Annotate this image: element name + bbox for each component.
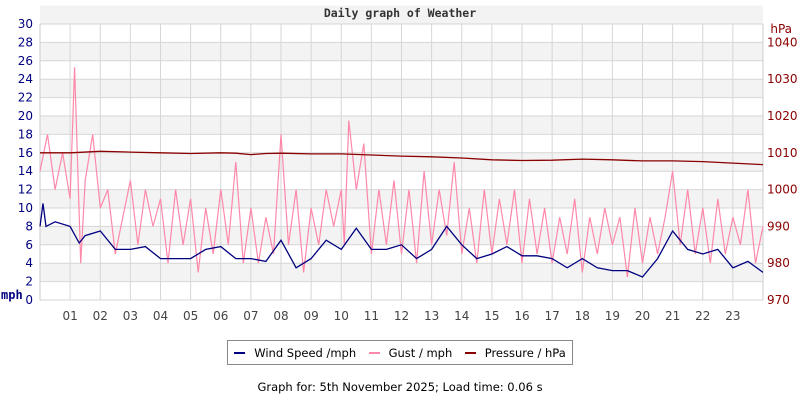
x-tick-label: 10 xyxy=(334,309,349,323)
x-tick-label: 04 xyxy=(153,309,168,323)
right-tick-label: 1020 xyxy=(767,109,798,123)
x-tick-label: 06 xyxy=(213,309,228,323)
x-tick-label: 20 xyxy=(635,309,650,323)
legend-gust-label: Gust / mph xyxy=(388,345,453,360)
legend-wind: Wind Speed /mph xyxy=(234,346,356,360)
left-tick-label: 22 xyxy=(18,91,33,105)
pressure-line xyxy=(40,150,764,166)
left-axis-label: mph xyxy=(1,288,23,302)
x-tick-label: 12 xyxy=(394,309,409,323)
x-tick-label: 19 xyxy=(605,309,620,323)
pressure-swatch xyxy=(464,351,476,354)
legend-pressure: Pressure / hPa xyxy=(464,345,566,360)
left-tick-label: 30 xyxy=(18,17,33,31)
x-tick-label: 18 xyxy=(575,309,590,323)
right-tick-label: 1030 xyxy=(767,72,798,86)
x-tick-label: 05 xyxy=(183,309,198,323)
left-tick-label: 2 xyxy=(25,275,33,289)
right-tick-label: 1000 xyxy=(767,183,798,197)
left-tick-label: 20 xyxy=(18,109,33,123)
left-tick-label: 18 xyxy=(18,127,33,141)
x-tick-label: 01 xyxy=(62,309,77,323)
x-tick-label: 21 xyxy=(665,309,680,323)
right-tick-label: 1010 xyxy=(767,146,798,160)
gust-swatch xyxy=(368,351,380,354)
wind-speed-line xyxy=(39,203,764,278)
x-tick-label: 08 xyxy=(273,309,288,323)
left-tick-label: 6 xyxy=(25,238,33,252)
left-tick-label: 12 xyxy=(18,183,33,197)
footer-status: Graph for: 5th November 2025; Load time:… xyxy=(257,380,543,394)
legend: Wind Speed /mph Gust / mph Pressure / hP… xyxy=(227,340,573,365)
right-tick-label: 990 xyxy=(767,219,790,233)
gust-line xyxy=(39,67,764,278)
left-tick-label: 10 xyxy=(18,201,33,215)
x-tick-label: 22 xyxy=(695,309,710,323)
right-tick-label: 970 xyxy=(767,293,790,307)
x-tick-label: 09 xyxy=(303,309,318,323)
x-tick-label: 23 xyxy=(725,309,740,323)
left-tick-label: 16 xyxy=(18,146,33,160)
x-tick-label: 14 xyxy=(454,309,469,323)
x-tick-label: 17 xyxy=(544,309,559,323)
weather-chart: Daily graph of Weather mph hPa 024681012… xyxy=(1,5,798,323)
x-tick-label: 16 xyxy=(514,309,529,323)
left-tick-label: 0 xyxy=(25,293,33,307)
grid-band xyxy=(40,5,763,24)
wind-swatch xyxy=(234,351,246,354)
right-axis-label: hPa xyxy=(770,22,792,36)
x-tick-label: 15 xyxy=(484,309,499,323)
chart-title: Daily graph of Weather xyxy=(324,6,476,20)
x-tick-label: 02 xyxy=(93,309,108,323)
left-tick-label: 26 xyxy=(18,54,33,68)
left-tick-label: 4 xyxy=(25,256,33,270)
legend-wind-label: Wind Speed /mph xyxy=(254,345,357,360)
left-tick-label: 14 xyxy=(18,164,33,178)
x-tick-label: 03 xyxy=(123,309,138,323)
right-tick-label: 980 xyxy=(767,256,790,270)
x-tick-label: 07 xyxy=(243,309,258,323)
left-tick-label: 28 xyxy=(18,35,33,49)
right-tick-label: 1040 xyxy=(767,35,798,49)
legend-gust: Gust / mph xyxy=(368,345,453,360)
left-tick-label: 24 xyxy=(18,72,33,86)
gridlines xyxy=(39,23,764,301)
x-tick-label: 13 xyxy=(424,309,439,323)
legend-pressure-label: Pressure / hPa xyxy=(484,345,566,360)
x-tick-label: 11 xyxy=(364,309,379,323)
left-tick-label: 8 xyxy=(25,219,33,233)
